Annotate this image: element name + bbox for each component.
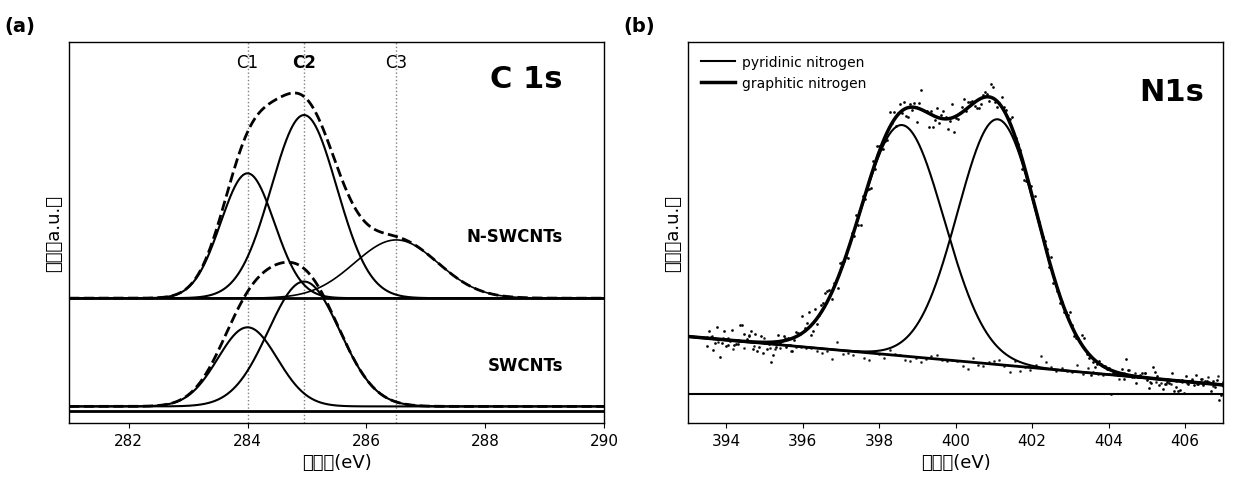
X-axis label: 结合能(eV): 结合能(eV) bbox=[921, 453, 991, 471]
Text: C3: C3 bbox=[386, 54, 407, 72]
Text: C2: C2 bbox=[293, 54, 316, 72]
Text: N-SWCNTs: N-SWCNTs bbox=[466, 227, 563, 245]
Text: (b): (b) bbox=[624, 17, 656, 36]
X-axis label: 结合能(eV): 结合能(eV) bbox=[301, 453, 372, 471]
Text: C1: C1 bbox=[237, 54, 259, 72]
Y-axis label: 强度（a.u.）: 强度（a.u.） bbox=[665, 195, 682, 271]
Y-axis label: 强度（a.u.）: 强度（a.u.） bbox=[46, 195, 63, 271]
Legend: pyridinic nitrogen, graphitic nitrogen: pyridinic nitrogen, graphitic nitrogen bbox=[694, 50, 872, 96]
Text: SWCNTs: SWCNTs bbox=[487, 356, 563, 374]
Text: (a): (a) bbox=[5, 17, 36, 36]
Text: C 1s: C 1s bbox=[490, 65, 563, 94]
Text: N1s: N1s bbox=[1140, 78, 1204, 106]
